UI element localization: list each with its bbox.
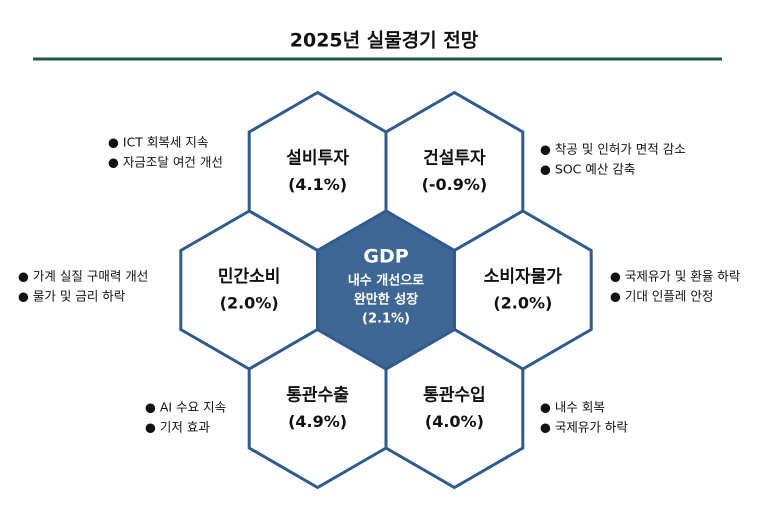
note: ● 착공 및 인허가 면적 감소 <box>540 142 686 157</box>
note: ● AI 수요 지속 <box>145 400 226 415</box>
hexagon <box>316 209 456 371</box>
note: ● 자금조달 여건 개선 <box>108 155 223 170</box>
note: ● SOC 예산 감축 <box>540 162 635 177</box>
node-label: 민간소비 <box>218 267 281 287</box>
node-label: 건설투자 <box>423 149 486 169</box>
node-value: (4.9%) <box>288 412 347 431</box>
node-label: 설비투자 <box>286 149 349 169</box>
note: ● 국제유가 하락 <box>540 420 628 435</box>
center-label: GDP <box>363 246 408 268</box>
note: ● 내수 회복 <box>540 400 605 415</box>
center-value: (2.1%) <box>362 312 410 327</box>
note: ● 가계 실질 구매력 개선 <box>18 269 148 284</box>
node-value: (2.0%) <box>493 294 552 313</box>
title: 2025년 실물경기 전망 <box>290 30 479 52</box>
node-label: 통관수출 <box>286 386 349 406</box>
note: ● 국제유가 및 환율 하락 <box>610 269 741 284</box>
node-value: (2.0%) <box>220 294 279 313</box>
node-value: (4.1%) <box>288 175 347 194</box>
node-value: (-0.9%) <box>422 175 488 194</box>
node-value: (4.0%) <box>425 412 484 431</box>
node-label: 소비자물가 <box>484 267 563 287</box>
note: ● 기저 효과 <box>145 420 210 435</box>
note: ● 기대 인플레 안정 <box>610 289 713 304</box>
note: ● 물가 및 금리 하락 <box>18 289 126 304</box>
note: ● ICT 회복세 지속 <box>108 135 208 150</box>
center-line: 내수 개선으로 <box>348 273 424 289</box>
center-line: 완만한 성장 <box>354 292 418 308</box>
node-label: 통관수입 <box>423 386 486 406</box>
